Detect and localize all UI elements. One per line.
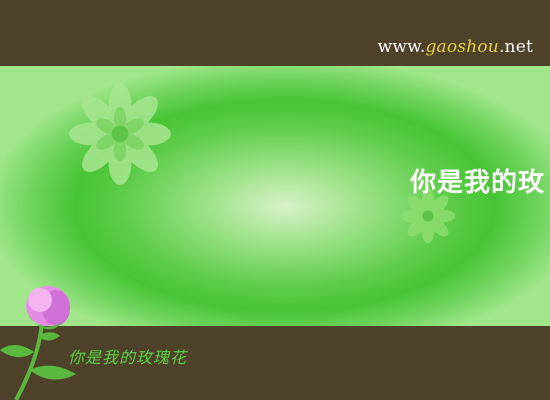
green-banner: 你是我的玫 [0,66,550,326]
flower-icon [400,188,456,244]
site-url-prefix: www. [377,37,426,57]
site-url-suffix: .net [498,37,533,57]
bottom-caption: 你是我的玫瑰花 [68,348,188,367]
site-url-domain: gaoshou [425,37,499,57]
site-url[interactable]: www.gaoshou.net [378,37,533,57]
banner-title: 你是我的玫 [410,168,546,198]
rose-icon [0,286,76,400]
flower-icon [69,83,171,185]
bottom-bar [0,326,550,400]
top-bar: www.gaoshou.net [0,0,550,66]
